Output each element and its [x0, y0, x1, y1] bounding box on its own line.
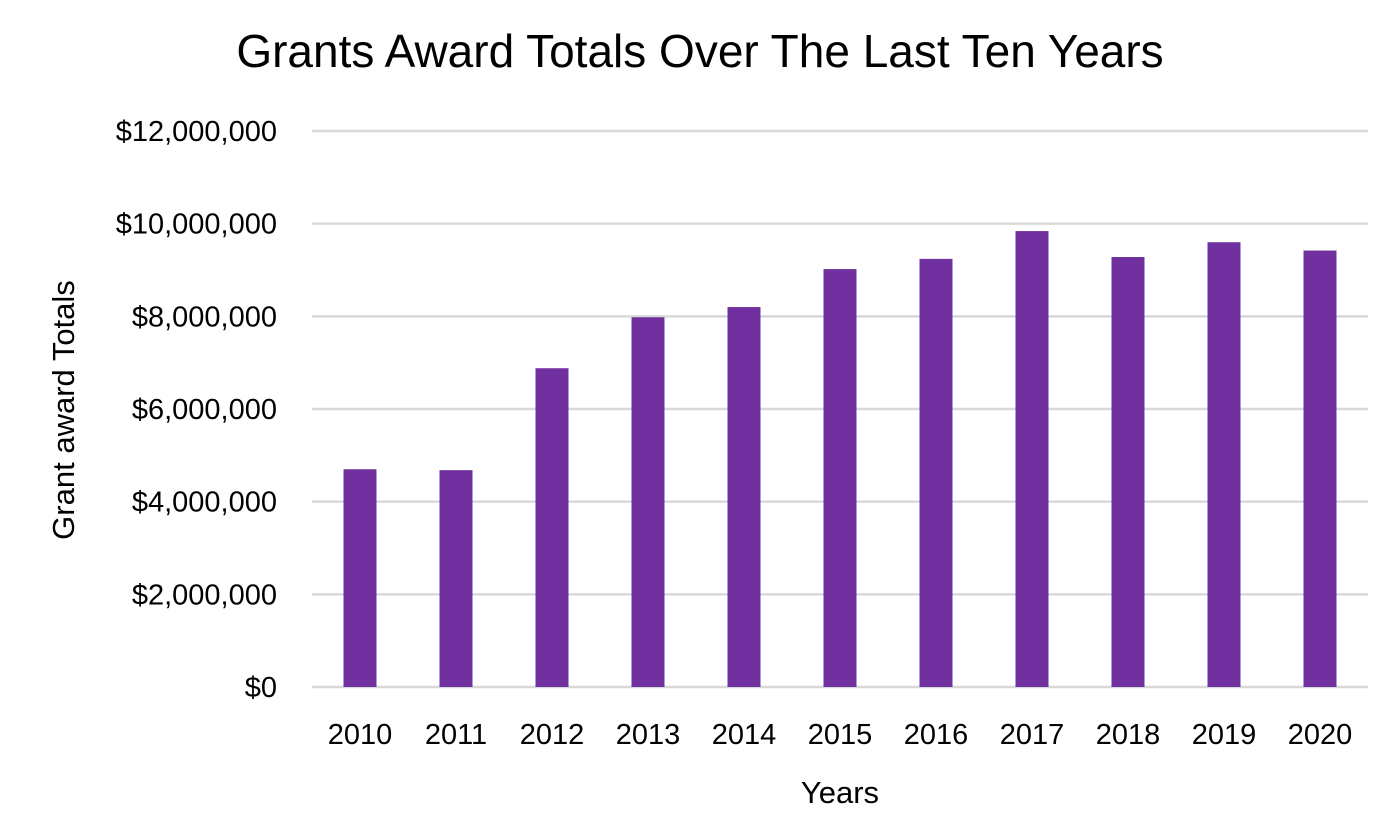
- bar-2018: [1111, 257, 1145, 687]
- x-tick-label: 2012: [520, 719, 585, 751]
- x-tick-label: 2016: [904, 719, 969, 751]
- x-tick-label: 2015: [808, 719, 873, 751]
- y-tick-label: $6,000,000: [132, 394, 277, 426]
- x-axis-label: Years: [801, 775, 879, 810]
- y-tick-label: $4,000,000: [132, 487, 277, 519]
- bar-2015: [823, 269, 857, 687]
- x-tick-label: 2010: [328, 719, 393, 751]
- x-tick-label: 2020: [1288, 719, 1353, 751]
- bar-2014: [727, 307, 761, 687]
- y-tick-label: $8,000,000: [132, 301, 277, 333]
- bar-2013: [631, 317, 665, 687]
- x-tick-label: 2018: [1096, 719, 1161, 751]
- y-tick-label: $12,000,000: [116, 116, 277, 148]
- x-tick-label: 2014: [712, 719, 777, 751]
- bar-2017: [1015, 231, 1049, 687]
- y-tick-label: $2,000,000: [132, 579, 277, 611]
- x-tick-label: 2011: [425, 719, 487, 751]
- bar-2011: [439, 470, 473, 687]
- y-tick-label: $0: [245, 672, 277, 704]
- x-axis-tick-labels: 2010 2011 2012 2013 2014 2015 2016 2017 2018 2019…: [328, 719, 1353, 751]
- x-tick-label: 2013: [616, 719, 681, 751]
- bar-2016: [919, 258, 953, 687]
- x-tick-label: 2019: [1192, 719, 1257, 751]
- bars: [343, 231, 1337, 688]
- bar-2012: [535, 368, 569, 687]
- bar-2020: [1303, 250, 1337, 688]
- y-axis-label: Grant award Totals: [46, 280, 81, 540]
- bar-2019: [1207, 242, 1241, 687]
- x-tick-label: 2017: [1000, 719, 1065, 751]
- bar-2010: [343, 469, 377, 687]
- y-axis-tick-labels: $0 $2,000,000 $4,000,000 $6,000,000 $8,000,0…: [116, 116, 277, 704]
- y-tick-label: $10,000,000: [116, 209, 277, 241]
- chart-title: Grants Award Totals Over The Last Ten Ye…: [236, 25, 1163, 77]
